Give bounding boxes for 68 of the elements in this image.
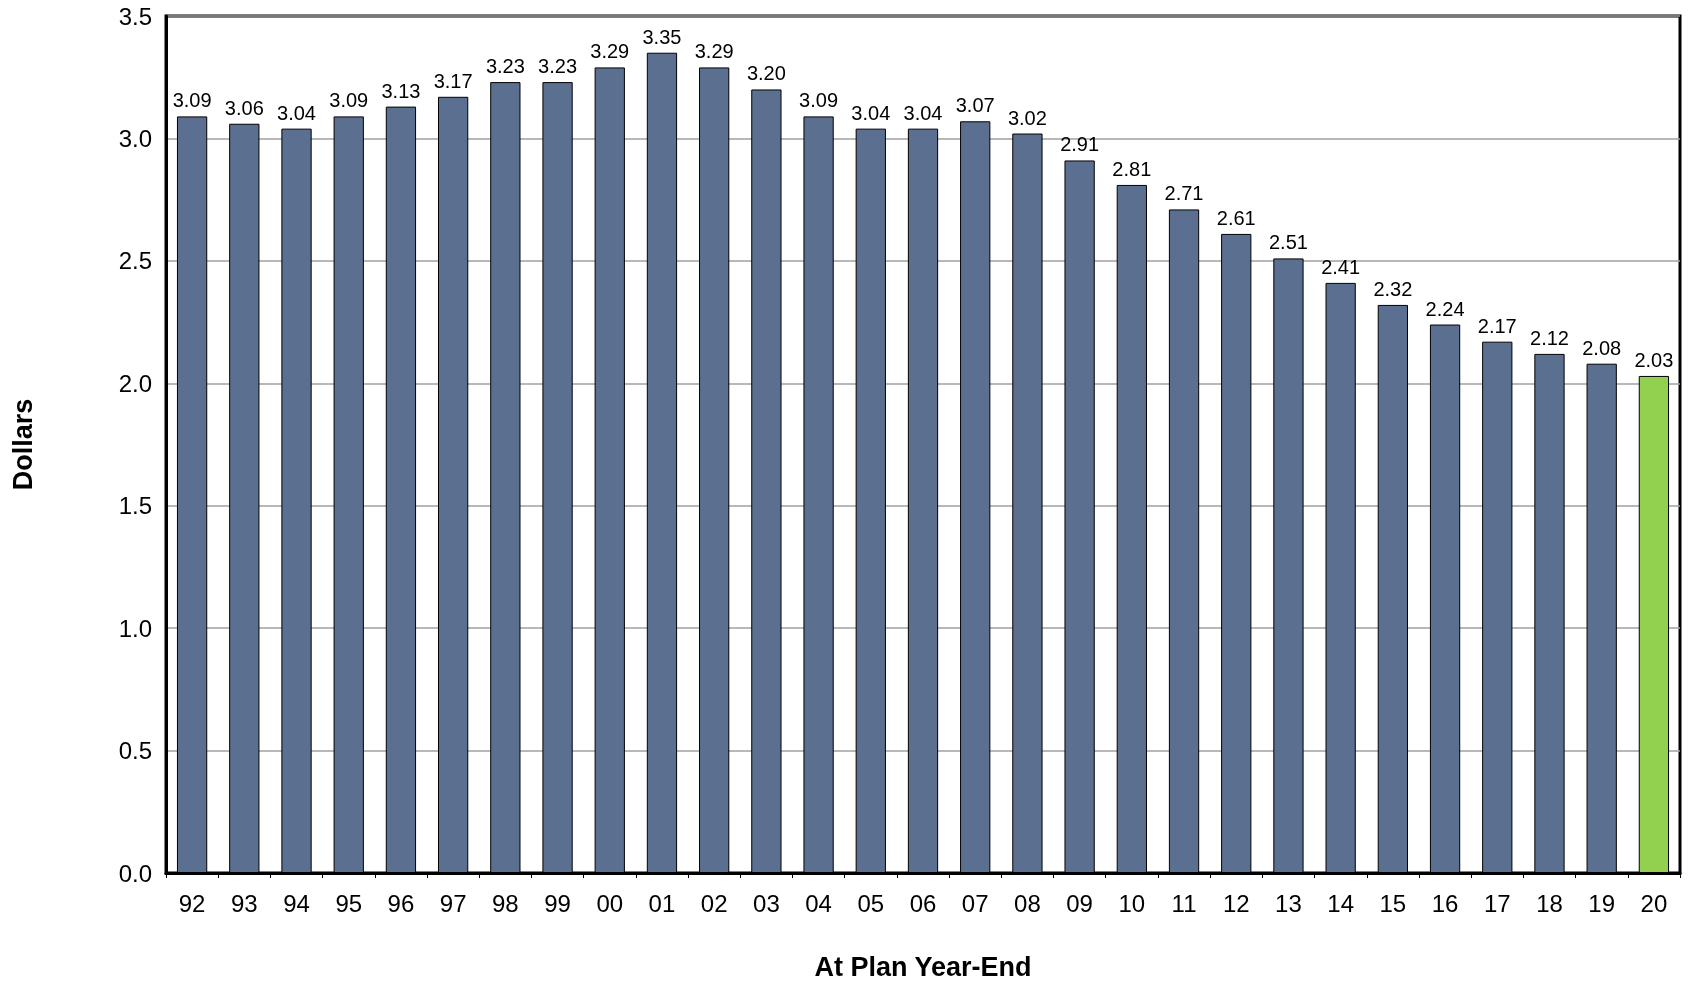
x-tick-label: 13 (1275, 889, 1302, 917)
data-label: 2.61 (1216, 206, 1256, 229)
data-label: 2.71 (1164, 182, 1204, 205)
x-tick-label: 94 (283, 889, 310, 917)
x-tick-label: 11 (1171, 889, 1197, 917)
data-label: 3.29 (694, 40, 734, 63)
x-tick-label: 06 (909, 889, 937, 917)
data-label: 3.23 (538, 55, 578, 78)
x-tick-label: 15 (1379, 889, 1407, 917)
data-label: 2.12 (1530, 326, 1569, 349)
y-tick-label: 3.0 (118, 124, 152, 152)
data-label: 3.35 (642, 25, 682, 48)
data-label: 2.03 (1634, 348, 1674, 371)
x-tick-label: 00 (596, 889, 624, 917)
x-tick-label: 99 (544, 889, 571, 917)
x-tick-label: 19 (1588, 889, 1616, 917)
data-label: 3.09 (329, 89, 369, 112)
data-label: 2.41 (1321, 255, 1361, 278)
y-tick-label: 0.5 (118, 737, 152, 765)
data-label: 2.24 (1425, 297, 1465, 320)
data-label: 2.91 (1060, 133, 1100, 156)
data-label: 3.09 (799, 89, 839, 112)
data-label: 3.02 (1007, 106, 1047, 129)
y-axis-title: Dollars (7, 398, 38, 491)
data-label: 2.17 (1477, 314, 1517, 337)
x-tick-label: 98 (491, 889, 519, 917)
x-axis-title: At Plan Year-End (814, 951, 1032, 982)
x-tick-label: 07 (961, 889, 989, 917)
data-label: 3.06 (224, 96, 264, 119)
data-label: 3.09 (172, 89, 212, 112)
x-tick-label: 05 (857, 889, 885, 917)
x-tick-label: 04 (805, 889, 832, 917)
y-tick-label: 1.0 (118, 614, 152, 642)
x-tick-label: 92 (178, 889, 206, 917)
x-tick-label: 96 (387, 889, 415, 917)
x-tick-label: 17 (1483, 889, 1511, 917)
x-tick-label: 20 (1640, 889, 1668, 917)
y-tick-label: 2.5 (118, 247, 152, 275)
data-label: 2.81 (1112, 157, 1152, 180)
data-label: 3.04 (277, 101, 316, 124)
x-tick-label: 93 (230, 889, 258, 917)
x-tick-label: 14 (1327, 889, 1355, 917)
y-tick-label: 0.0 (118, 859, 152, 887)
data-label: 3.29 (590, 40, 630, 63)
x-tick-label: 16 (1431, 889, 1459, 917)
data-label: 3.20 (746, 62, 786, 85)
y-tick-label: 3.5 (118, 2, 152, 30)
x-tick-label: 03 (753, 889, 780, 917)
x-tick-label: 02 (700, 889, 728, 917)
data-label: 2.32 (1373, 277, 1413, 300)
y-tick-label: 1.5 (118, 492, 152, 520)
data-label: 3.04 (851, 101, 891, 124)
data-label: 3.13 (381, 79, 421, 102)
data-label: 3.04 (903, 101, 943, 124)
x-tick-label: 09 (1066, 889, 1093, 917)
data-label: 2.51 (1268, 231, 1308, 254)
data-label: 3.07 (955, 94, 995, 117)
x-tick-label: 95 (335, 889, 363, 917)
x-tick-label: 12 (1222, 889, 1250, 917)
x-tick-label: 18 (1536, 889, 1563, 917)
x-tick-label: 97 (439, 889, 467, 917)
y-tick-label: 2.0 (118, 369, 152, 397)
data-label: 2.08 (1582, 336, 1622, 359)
x-tick-label: 01 (648, 889, 676, 917)
data-label: 3.17 (433, 69, 473, 92)
x-tick-label: 10 (1118, 889, 1146, 917)
data-label: 3.23 (485, 55, 525, 78)
x-tick-label: 08 (1014, 889, 1041, 917)
